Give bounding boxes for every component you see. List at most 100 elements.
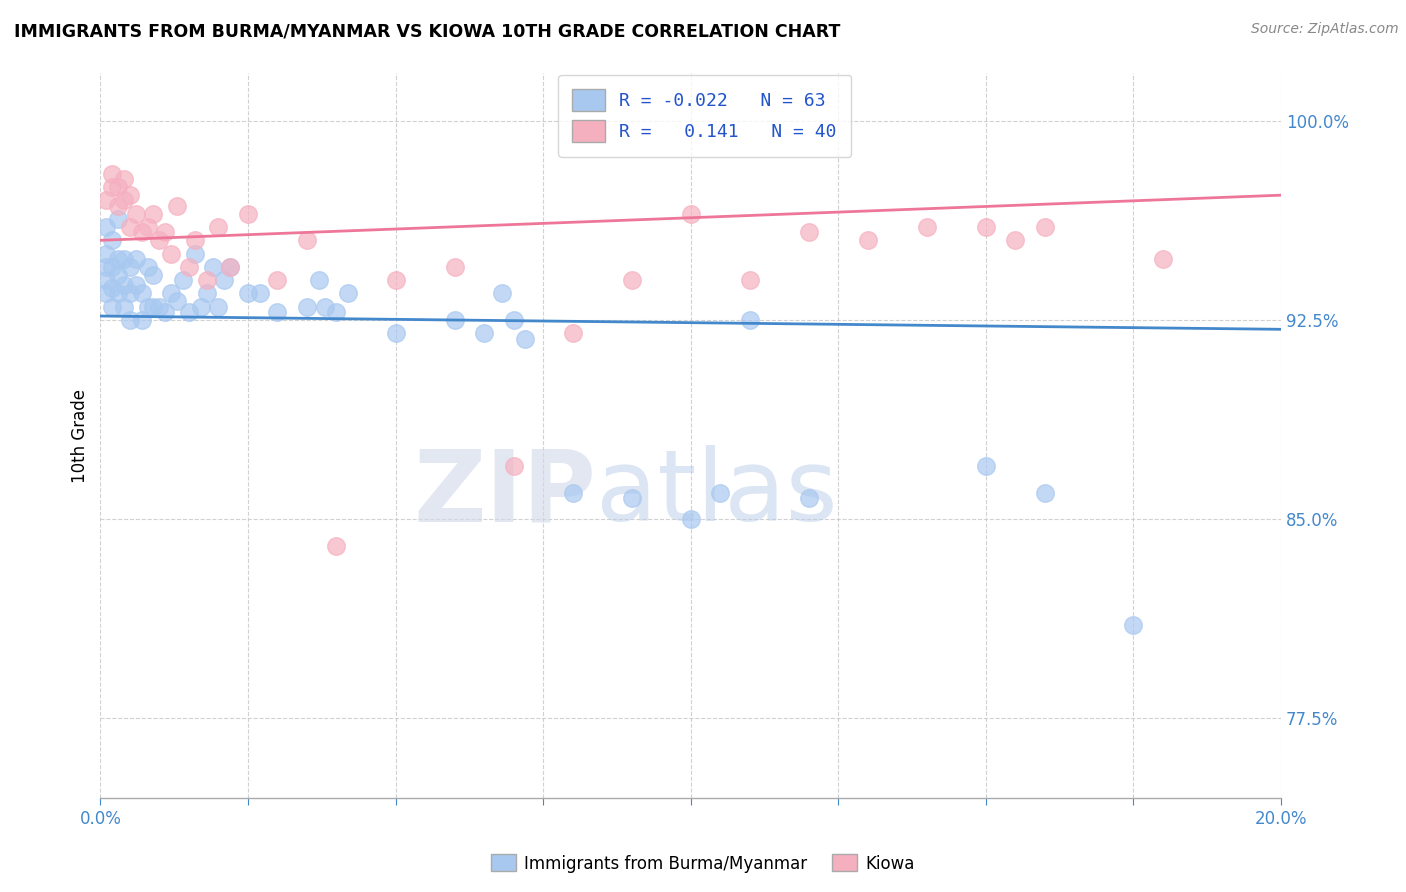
Point (118, 188, 141, 202)
Point (1033, 220, 1056, 235)
Point (974, 459, 997, 474)
Point (738, 273, 761, 287)
Point (679, 207, 702, 221)
Point (295, 300, 318, 314)
Point (107, 286, 129, 301)
Point (195, 286, 218, 301)
Point (96, 260, 118, 274)
Point (112, 172, 135, 186)
Point (142, 300, 165, 314)
Point (184, 246, 207, 260)
Point (502, 313, 524, 327)
Point (155, 305, 177, 319)
Y-axis label: 10th Grade: 10th Grade (72, 389, 89, 483)
Point (219, 260, 242, 274)
Point (491, 286, 513, 301)
Point (214, 273, 236, 287)
Point (148, 233, 170, 247)
Point (266, 305, 288, 319)
Point (118, 260, 141, 274)
Point (101, 233, 124, 247)
Point (155, 225, 177, 239)
Point (709, 485, 731, 500)
Point (295, 233, 318, 247)
Point (207, 220, 229, 235)
Legend: R = -0.022   N = 63, R =   0.141   N = 40: R = -0.022 N = 63, R = 0.141 N = 40 (558, 75, 852, 157)
Point (107, 252, 129, 266)
Point (131, 313, 153, 327)
Point (1122, 618, 1144, 632)
Point (502, 459, 524, 474)
Point (472, 326, 495, 341)
Point (107, 199, 129, 213)
Point (249, 286, 271, 301)
Point (136, 260, 159, 274)
Text: Source: ZipAtlas.com: Source: ZipAtlas.com (1251, 22, 1399, 37)
Text: IMMIGRANTS FROM BURMA/MYANMAR VS KIOWA 10TH GRADE CORRELATION CHART: IMMIGRANTS FROM BURMA/MYANMAR VS KIOWA 1… (14, 22, 841, 40)
Point (112, 252, 135, 266)
Point (125, 278, 148, 293)
Point (236, 207, 259, 221)
Point (96, 220, 118, 235)
Point (915, 220, 938, 235)
Point (160, 246, 183, 260)
Point (112, 194, 135, 208)
Point (384, 326, 406, 341)
Point (190, 300, 212, 314)
Point (107, 180, 129, 194)
Point (1033, 485, 1056, 500)
Point (166, 199, 188, 213)
Point (96, 273, 118, 287)
Text: atlas: atlas (596, 445, 838, 542)
Point (101, 260, 124, 274)
Point (118, 313, 141, 327)
Point (679, 512, 702, 526)
Point (166, 294, 188, 309)
Point (738, 313, 761, 327)
Point (337, 286, 360, 301)
Point (177, 260, 200, 274)
Point (1004, 233, 1026, 247)
Point (118, 220, 141, 235)
Point (443, 260, 465, 274)
Point (107, 268, 129, 282)
Point (96, 194, 118, 208)
Point (561, 326, 583, 341)
Point (561, 485, 583, 500)
Point (797, 491, 820, 505)
Text: ZIP: ZIP (413, 445, 596, 542)
Point (236, 286, 259, 301)
Point (131, 286, 153, 301)
Point (325, 305, 347, 319)
Point (125, 207, 148, 221)
Legend: Immigrants from Burma/Myanmar, Kiowa: Immigrants from Burma/Myanmar, Kiowa (484, 847, 922, 880)
Point (107, 212, 129, 227)
Point (384, 273, 406, 287)
Point (101, 167, 124, 181)
Point (266, 273, 288, 287)
Point (974, 220, 997, 235)
Point (314, 300, 336, 314)
Point (325, 539, 347, 553)
Point (172, 273, 194, 287)
Point (207, 300, 229, 314)
Point (1152, 252, 1174, 266)
Point (201, 260, 224, 274)
Point (136, 220, 159, 235)
Point (101, 300, 124, 314)
Point (515, 332, 537, 346)
Point (797, 225, 820, 239)
Point (856, 233, 879, 247)
Point (184, 233, 207, 247)
Point (620, 273, 643, 287)
Point (112, 300, 135, 314)
Point (142, 207, 165, 221)
Point (101, 180, 124, 194)
Point (195, 273, 218, 287)
Point (177, 305, 200, 319)
Point (148, 300, 170, 314)
Point (219, 260, 242, 274)
Point (96, 286, 118, 301)
Point (160, 286, 183, 301)
Point (443, 313, 465, 327)
